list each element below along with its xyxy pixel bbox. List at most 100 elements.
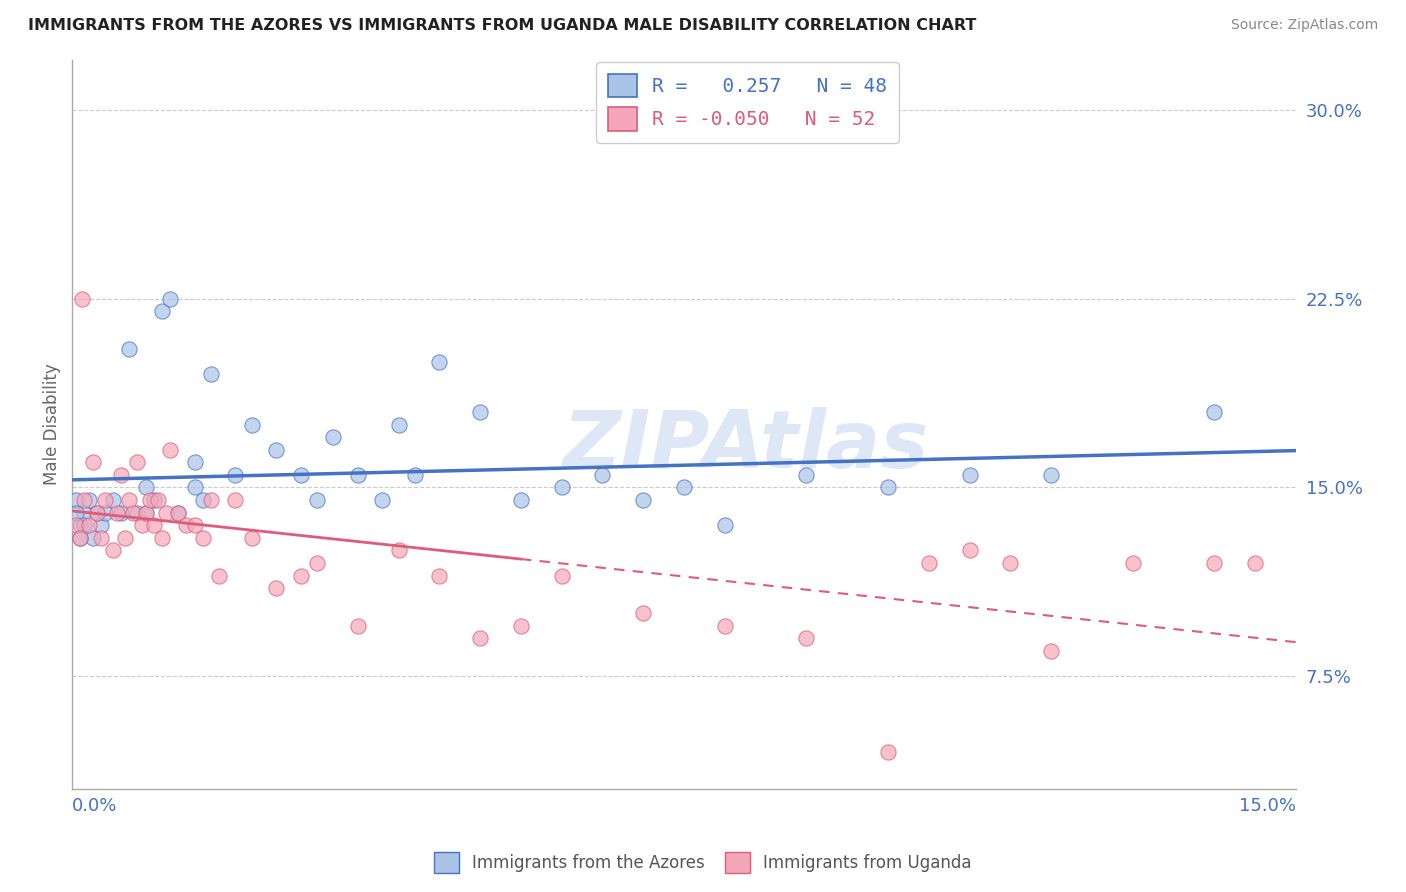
Point <box>77 493 100 508</box>
Point <box>94 493 117 508</box>
Point <box>1122 556 1144 570</box>
Point <box>131 518 153 533</box>
Point <box>183 480 205 494</box>
Point <box>101 543 124 558</box>
Point <box>290 568 312 582</box>
Point <box>305 493 328 508</box>
Point <box>1244 556 1267 570</box>
Point <box>224 493 246 508</box>
Point <box>127 455 149 469</box>
Point <box>387 417 409 432</box>
Point <box>224 467 246 482</box>
Point <box>550 568 572 582</box>
Point <box>468 405 491 419</box>
Point <box>135 480 157 494</box>
Point <box>1204 405 1226 419</box>
Point <box>86 506 108 520</box>
Point <box>159 442 181 457</box>
Point <box>208 568 231 582</box>
Point <box>73 506 96 520</box>
Point <box>94 506 117 520</box>
Point <box>713 518 735 533</box>
Point <box>387 543 409 558</box>
Point <box>82 531 104 545</box>
Point <box>404 467 426 482</box>
Point <box>550 480 572 494</box>
Point <box>264 442 287 457</box>
Point <box>183 518 205 533</box>
Point <box>69 531 91 545</box>
Point <box>1204 556 1226 570</box>
Text: Source: ZipAtlas.com: Source: ZipAtlas.com <box>1230 18 1378 32</box>
Point <box>105 506 128 520</box>
Point <box>90 531 112 545</box>
Point <box>73 518 96 533</box>
Point <box>70 292 93 306</box>
Point <box>1040 467 1063 482</box>
Point <box>509 619 531 633</box>
Point <box>110 506 132 520</box>
Point <box>82 455 104 469</box>
Point <box>176 518 198 533</box>
Point <box>959 543 981 558</box>
Point <box>959 467 981 482</box>
Point <box>427 568 450 582</box>
Point <box>135 506 157 520</box>
Point <box>877 480 900 494</box>
Point <box>191 531 214 545</box>
Point <box>114 531 136 545</box>
Point <box>77 518 100 533</box>
Point <box>127 506 149 520</box>
Point <box>90 518 112 533</box>
Point <box>427 354 450 368</box>
Point <box>118 493 141 508</box>
Point <box>713 619 735 633</box>
Point <box>591 467 613 482</box>
Point <box>150 531 173 545</box>
Point <box>150 304 173 318</box>
Point <box>877 745 900 759</box>
Point <box>322 430 344 444</box>
Point <box>135 506 157 520</box>
Point <box>65 506 87 520</box>
Point <box>200 367 222 381</box>
Point <box>1040 644 1063 658</box>
Point <box>468 632 491 646</box>
Point <box>69 518 91 533</box>
Legend: R =   0.257   N = 48, R = -0.050   N = 52: R = 0.257 N = 48, R = -0.050 N = 52 <box>596 62 898 143</box>
Point <box>796 632 818 646</box>
Point <box>159 292 181 306</box>
Point <box>631 607 654 621</box>
Point <box>142 518 165 533</box>
Point <box>371 493 394 508</box>
Legend: Immigrants from the Azores, Immigrants from Uganda: Immigrants from the Azores, Immigrants f… <box>427 846 979 880</box>
Point <box>167 506 190 520</box>
Point <box>264 581 287 595</box>
Point <box>110 467 132 482</box>
Point <box>101 493 124 508</box>
Point <box>1000 556 1022 570</box>
Text: 0.0%: 0.0% <box>72 797 118 815</box>
Point <box>672 480 695 494</box>
Point <box>290 467 312 482</box>
Point <box>73 493 96 508</box>
Point <box>346 467 368 482</box>
Point <box>155 506 177 520</box>
Point <box>796 467 818 482</box>
Point <box>86 506 108 520</box>
Point <box>346 619 368 633</box>
Point <box>69 531 91 545</box>
Point <box>146 493 169 508</box>
Point <box>631 493 654 508</box>
Point <box>509 493 531 508</box>
Point <box>200 493 222 508</box>
Point <box>191 493 214 508</box>
Point <box>240 531 263 545</box>
Point <box>65 493 87 508</box>
Point <box>240 417 263 432</box>
Point <box>183 455 205 469</box>
Y-axis label: Male Disability: Male Disability <box>44 364 60 485</box>
Point <box>305 556 328 570</box>
Point <box>918 556 941 570</box>
Text: ZIPAtlas: ZIPAtlas <box>562 408 928 485</box>
